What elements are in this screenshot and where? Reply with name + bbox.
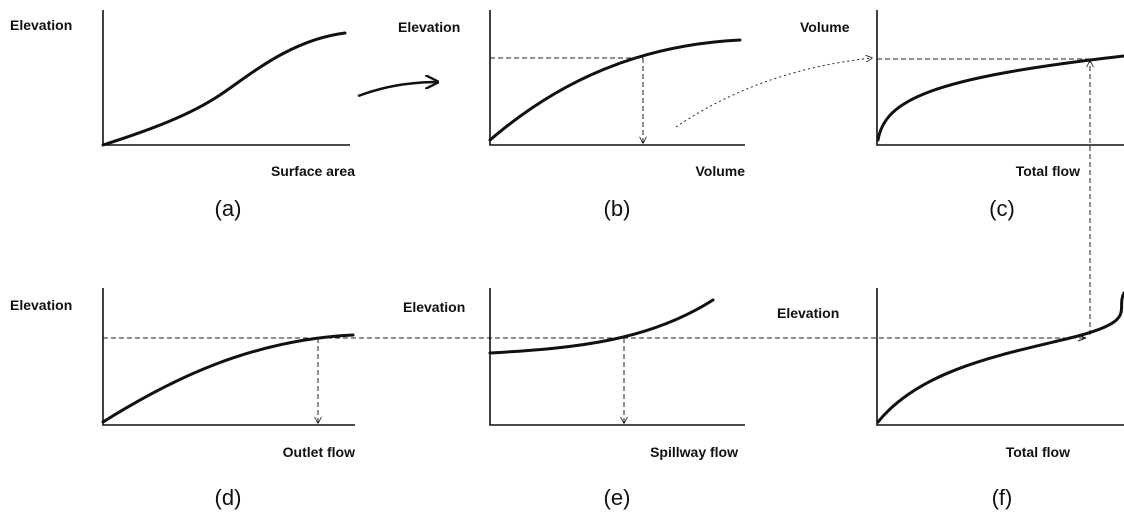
- curve: [488, 38, 742, 142]
- panel-e: Elevation Spillway flow (e): [403, 288, 745, 510]
- y-label: Elevation: [403, 299, 465, 315]
- caption: (d): [215, 485, 242, 510]
- x-label: Surface area: [271, 163, 355, 179]
- caption: (f): [992, 485, 1013, 510]
- curve: [101, 333, 355, 424]
- caption: (c): [989, 196, 1015, 221]
- y-label: Volume: [800, 19, 850, 35]
- curve: [876, 54, 1124, 142]
- arrow: [357, 82, 438, 98]
- axes: [102, 10, 350, 146]
- x-label: Volume: [695, 163, 745, 179]
- dotted-arrow: [675, 58, 872, 128]
- caption: (b): [604, 196, 631, 221]
- y-label: Elevation: [777, 305, 839, 321]
- axes: [489, 288, 745, 426]
- x-label: Spillway flow: [650, 444, 738, 460]
- curve: [101, 31, 347, 147]
- y-label: Elevation: [10, 297, 72, 313]
- x-label: Total flow: [1006, 444, 1070, 460]
- panel-d: Elevation Outlet flow (d): [10, 288, 355, 510]
- y-label: Elevation: [10, 17, 72, 33]
- axes: [489, 10, 745, 146]
- axes: [876, 10, 1124, 146]
- panel-c: Volume Total flow (c): [800, 10, 1124, 335]
- axes: [102, 288, 355, 426]
- x-label: Outlet flow: [283, 444, 355, 460]
- panel-f: Elevation Total flow (f): [777, 288, 1124, 510]
- curve: [488, 298, 715, 355]
- caption: (a): [215, 196, 242, 221]
- panel-a: Elevation Surface area (a): [10, 10, 355, 221]
- axes: [876, 288, 1124, 426]
- y-label: Elevation: [398, 19, 460, 35]
- curve: [876, 291, 1124, 424]
- panel-b: Elevation Volume (b): [398, 10, 745, 221]
- caption: (e): [604, 485, 631, 510]
- x-label: Total flow: [1016, 163, 1080, 179]
